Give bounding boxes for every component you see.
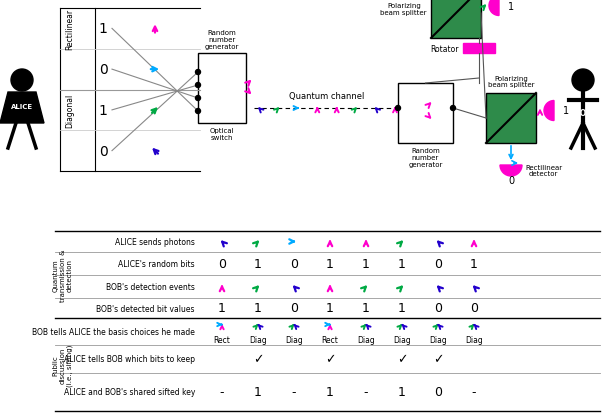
Text: 0: 0 — [434, 257, 442, 271]
Text: 1: 1 — [326, 257, 334, 271]
Bar — [198, 54, 246, 124]
Text: Diag: Diag — [393, 335, 411, 344]
Text: -: - — [472, 386, 476, 399]
Text: 0: 0 — [290, 302, 298, 315]
Text: Quantum
transmission &
detection: Quantum transmission & detection — [53, 249, 73, 301]
Text: Diag: Diag — [429, 335, 447, 344]
Text: ✓: ✓ — [252, 353, 263, 366]
Wedge shape — [500, 166, 522, 177]
Text: ALICE and BOB's shared sifted key: ALICE and BOB's shared sifted key — [63, 387, 195, 396]
Text: 1: 1 — [362, 302, 370, 315]
Text: 0: 0 — [98, 63, 108, 77]
Text: Random
number
generator: Random number generator — [408, 147, 443, 168]
Text: BOB's detection events: BOB's detection events — [106, 282, 195, 291]
Text: 0: 0 — [218, 257, 226, 271]
Text: Rotator: Rotator — [431, 44, 459, 53]
Text: ALICE: ALICE — [11, 104, 33, 110]
Text: Bit
value: Bit value — [92, 0, 114, 1]
Text: Diag: Diag — [249, 335, 267, 344]
Text: Polarizing
beam splitter: Polarizing beam splitter — [381, 2, 427, 15]
Text: 1: 1 — [398, 302, 406, 315]
Text: ALICE's random bits: ALICE's random bits — [118, 259, 195, 268]
Circle shape — [572, 70, 594, 92]
Text: ALICE sends photons: ALICE sends photons — [115, 237, 195, 247]
Text: ✓: ✓ — [325, 353, 335, 366]
Text: 0: 0 — [434, 302, 442, 315]
Text: 1: 1 — [398, 386, 406, 399]
Text: Rect: Rect — [214, 335, 231, 344]
Circle shape — [196, 109, 201, 114]
Text: Rectilinear: Rectilinear — [65, 9, 74, 50]
Text: ✓: ✓ — [432, 353, 443, 366]
Circle shape — [196, 70, 201, 75]
Circle shape — [196, 96, 201, 101]
Text: Diag: Diag — [285, 335, 303, 344]
Text: Public
discussion
(i.e., sifting): Public discussion (i.e., sifting) — [53, 344, 73, 386]
Text: -: - — [364, 386, 368, 399]
Text: 0: 0 — [290, 257, 298, 271]
Text: Optical
switch: Optical switch — [210, 127, 234, 140]
Text: Diag: Diag — [357, 335, 375, 344]
Text: 0: 0 — [508, 176, 514, 185]
Text: 0: 0 — [98, 144, 108, 158]
Text: BOB: BOB — [574, 109, 592, 118]
Circle shape — [396, 106, 400, 111]
Circle shape — [196, 83, 201, 88]
Text: 1: 1 — [254, 302, 262, 315]
Circle shape — [11, 70, 33, 92]
Text: 1: 1 — [254, 257, 262, 271]
Text: ALICE tells BOB which bits to keep: ALICE tells BOB which bits to keep — [64, 355, 195, 363]
Circle shape — [451, 106, 455, 111]
Text: 1: 1 — [470, 257, 478, 271]
Wedge shape — [544, 101, 554, 121]
Text: Quantum channel: Quantum channel — [289, 92, 365, 101]
Text: 1: 1 — [398, 257, 406, 271]
Text: 1: 1 — [98, 104, 108, 118]
Text: ✓: ✓ — [397, 353, 407, 366]
Text: 1: 1 — [98, 22, 108, 36]
Text: 1: 1 — [326, 386, 334, 399]
Bar — [486, 94, 536, 144]
Polygon shape — [0, 93, 44, 124]
Bar — [463, 44, 495, 54]
Text: 1: 1 — [218, 302, 226, 315]
Text: BOB tells ALICE the basis choices he made: BOB tells ALICE the basis choices he mad… — [32, 327, 195, 336]
Text: Polarizing
beam splitter: Polarizing beam splitter — [488, 75, 535, 88]
Text: 0: 0 — [434, 386, 442, 399]
Text: -: - — [292, 386, 296, 399]
Bar — [431, 0, 481, 39]
Text: 1: 1 — [563, 106, 569, 116]
Text: 1: 1 — [362, 257, 370, 271]
Bar — [398, 84, 453, 144]
Wedge shape — [489, 0, 499, 17]
Text: Polarization
state: Polarization state — [127, 0, 173, 1]
Text: 1: 1 — [254, 386, 262, 399]
Text: Diagonal: Diagonal — [65, 93, 74, 128]
Text: 0: 0 — [470, 302, 478, 315]
Text: 1: 1 — [508, 2, 514, 12]
Text: Rectilinear
detector: Rectilinear detector — [525, 164, 562, 177]
Text: BOB's detected bit values: BOB's detected bit values — [97, 304, 195, 313]
Text: Rect: Rect — [321, 335, 338, 344]
Text: Diag: Diag — [465, 335, 483, 344]
Text: 1: 1 — [326, 302, 334, 315]
Text: -: - — [220, 386, 224, 399]
Text: Random
number
generator: Random number generator — [205, 30, 239, 50]
